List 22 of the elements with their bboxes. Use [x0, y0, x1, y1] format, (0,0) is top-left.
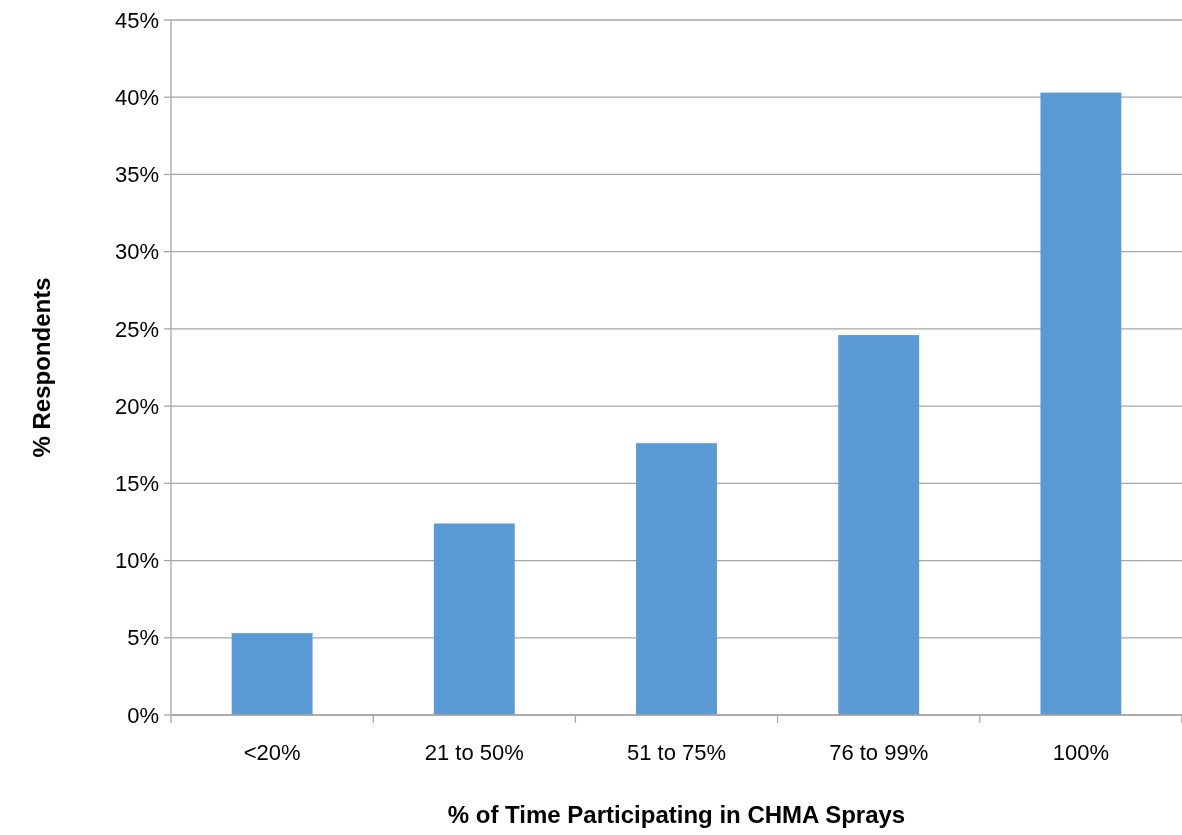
y-tick-label: 20%	[114, 393, 159, 419]
y-tick-label: 10%	[114, 548, 159, 574]
x-tick-label: <20%	[243, 740, 301, 765]
x-tick-label: 76 to 99%	[829, 740, 929, 765]
x-axis-title: % of Time Participating in CHMA Sprays	[447, 801, 906, 828]
y-tick-label: 15%	[114, 471, 159, 497]
y-tick-label: 45%	[114, 7, 159, 33]
bar	[231, 633, 313, 715]
x-tick-label: 21 to 50%	[424, 740, 524, 765]
y-tick-label: 40%	[114, 84, 159, 110]
y-tick-label: 35%	[114, 162, 159, 188]
y-tick-label: 25%	[114, 316, 159, 342]
bar	[636, 443, 717, 715]
bar	[433, 523, 515, 715]
y-axis-title: % Respondents	[28, 277, 55, 458]
x-tick-label: 51 to 75%	[626, 740, 727, 765]
y-tick-label: 5%	[127, 625, 159, 651]
y-tick-label: 0%	[127, 702, 159, 728]
x-tick-label: 100%	[1052, 740, 1110, 765]
bar	[1040, 92, 1122, 715]
bar	[838, 335, 920, 715]
y-tick-label: 30%	[114, 239, 159, 265]
